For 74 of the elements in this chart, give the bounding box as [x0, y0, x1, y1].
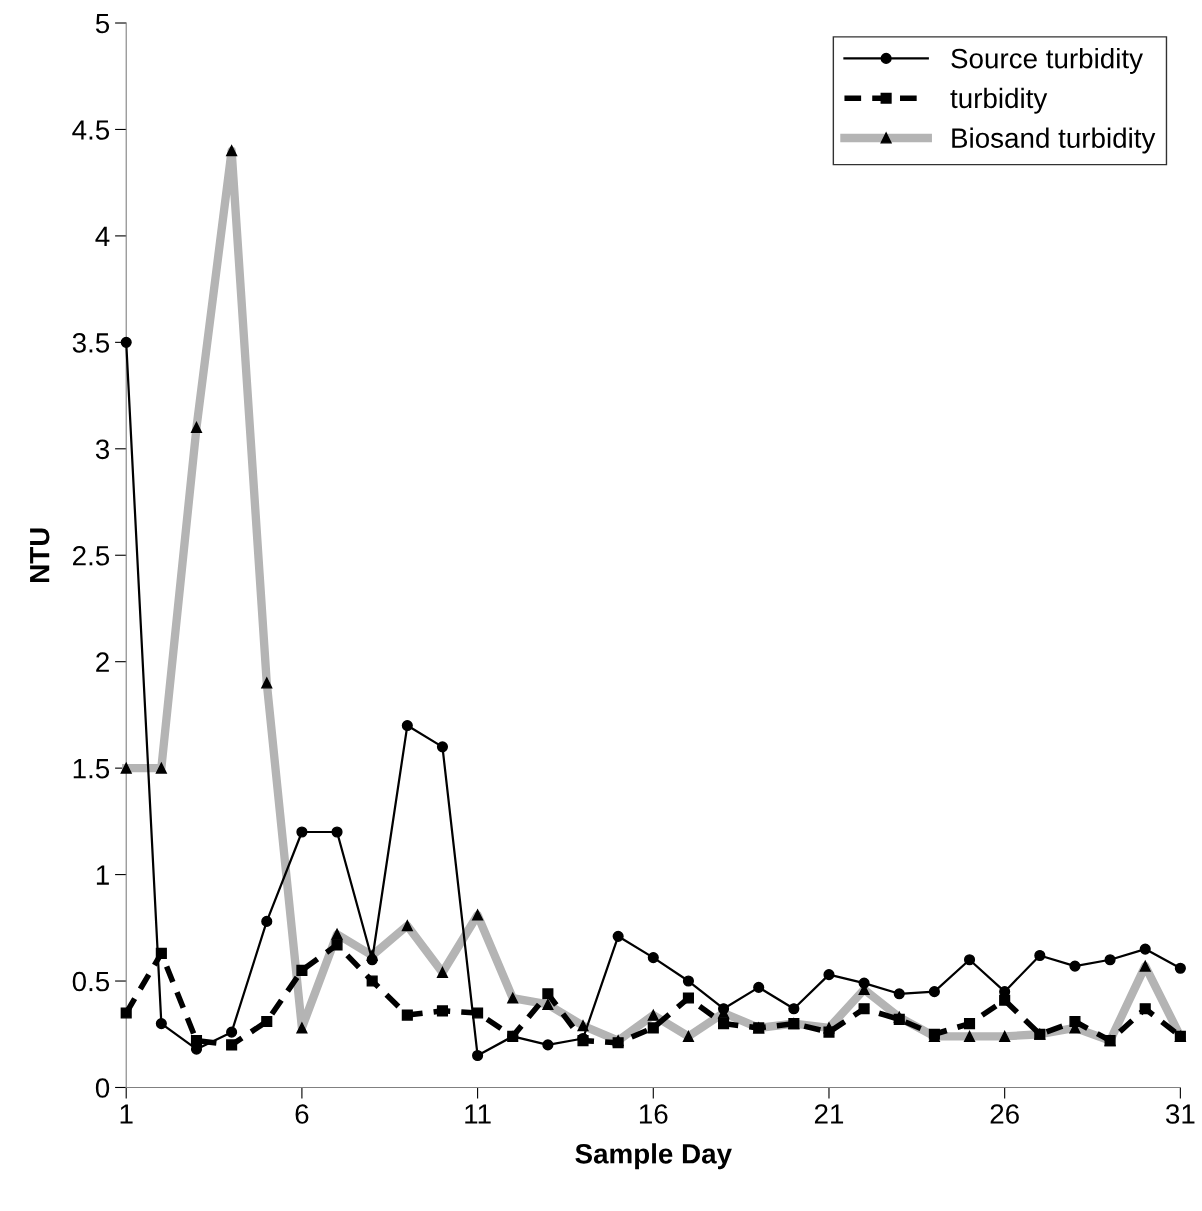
point [999, 994, 1011, 1006]
y-axis-title: NTU [30, 528, 50, 582]
point [823, 1026, 835, 1038]
x-tick-label: 21 [814, 1104, 844, 1124]
y-tick-label: 1.5 [73, 759, 110, 779]
point [120, 336, 132, 348]
y-tick-label: 5 [95, 13, 110, 34]
y-tick-label: 3 [95, 439, 110, 460]
point [753, 981, 765, 993]
point [472, 1049, 484, 1062]
point [858, 1003, 870, 1015]
x-tick-label: 11 [465, 1104, 491, 1124]
legend-label: Source turbidity [951, 48, 1143, 74]
y-tick-label: 4 [95, 226, 110, 246]
y-tick-label: 2.5 [73, 545, 110, 566]
point [120, 1007, 132, 1019]
point [682, 975, 694, 987]
point [753, 1022, 765, 1034]
point [823, 969, 835, 981]
point [366, 975, 378, 987]
point [331, 939, 343, 951]
point [436, 1005, 449, 1017]
point [436, 741, 449, 753]
point [928, 986, 940, 998]
point [963, 954, 976, 966]
point [226, 1039, 238, 1051]
point [507, 1030, 519, 1042]
point [226, 1026, 238, 1038]
y-tick-label: 4.5 [72, 120, 110, 140]
point [296, 826, 308, 838]
point [261, 1015, 273, 1028]
point [1069, 960, 1081, 972]
point [893, 988, 905, 1000]
y-tick-label: 0 [95, 1078, 110, 1098]
point [366, 954, 378, 966]
x-tick-label: 6 [295, 1104, 309, 1124]
point [718, 1018, 730, 1030]
point [542, 1039, 554, 1051]
point [1139, 1003, 1151, 1015]
y-tick-label: 2 [96, 652, 109, 672]
point [647, 952, 659, 964]
point [1139, 943, 1151, 955]
x-tick-label: 31 [1165, 1104, 1195, 1124]
y-tick-label: 3.5 [72, 333, 110, 353]
legend-label: Biosand turbidity [952, 127, 1156, 154]
point [612, 930, 624, 942]
point [331, 826, 343, 838]
point [155, 1018, 167, 1030]
point [963, 1018, 976, 1030]
point [190, 1035, 203, 1047]
point [788, 1003, 800, 1015]
point [1174, 962, 1186, 974]
point [1034, 949, 1046, 962]
point [542, 988, 554, 1000]
point [296, 964, 308, 976]
point [1034, 1028, 1046, 1040]
point [401, 720, 413, 732]
point [858, 977, 870, 989]
point [1104, 954, 1116, 966]
point [682, 992, 694, 1004]
point [472, 1007, 484, 1019]
x-axis-title: Sample Day [575, 1143, 732, 1170]
point [1174, 1030, 1186, 1042]
point [647, 1022, 659, 1034]
x-tick-label: 16 [639, 1104, 668, 1124]
y-tick-label: 0.5 [72, 971, 110, 992]
point [1069, 1015, 1081, 1028]
point [401, 1009, 413, 1021]
point [155, 947, 167, 959]
point [261, 915, 273, 927]
y-tick-label: 1 [96, 865, 109, 885]
x-tick-label: 26 [990, 1104, 1019, 1124]
legend-label: turbidity [950, 87, 1048, 114]
x-tick-label: 1 [120, 1104, 133, 1124]
